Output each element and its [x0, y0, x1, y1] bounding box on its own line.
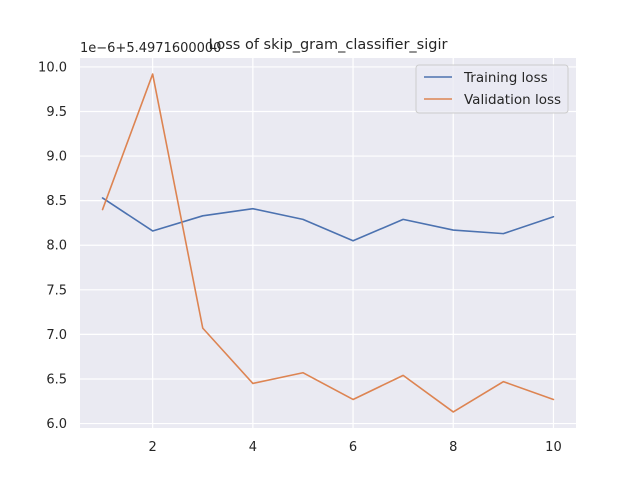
- x-tick-label: 6: [349, 440, 357, 455]
- legend-box: [415, 64, 569, 114]
- x-tick-label: 8: [449, 440, 457, 455]
- x-tick-label: 4: [249, 440, 257, 455]
- y-tick-label: 8.0: [46, 239, 67, 254]
- chart-title: Loss of skip_gram_classifier_sigir: [209, 37, 448, 53]
- x-tick-label: 10: [545, 440, 562, 455]
- y-tick-label: 6.5: [46, 372, 67, 387]
- y-tick-label: 10.0: [38, 60, 67, 75]
- legend: Training loss Validation loss: [415, 64, 569, 114]
- x-tick-label: 2: [149, 440, 157, 455]
- plot-background: [80, 58, 576, 428]
- y-tick-label: 7.0: [46, 328, 67, 343]
- legend-label-validation-loss: Validation loss: [464, 92, 561, 108]
- series-line-training-loss: [101, 197, 555, 242]
- series-line-validation-loss: [101, 73, 555, 413]
- y-tick-labels: 6.0 6.5 7.0 7.5 8.0 8.5 9.0 9.5 10.0: [38, 60, 67, 432]
- series-lines: [101, 73, 555, 413]
- y-axis-offset-label: 1e−6+5.4971600000: [80, 41, 221, 56]
- y-tick-label: 6.0: [46, 417, 67, 432]
- x-tick-labels: 2 4 6 8 10: [149, 440, 562, 455]
- y-tick-label: 9.0: [46, 150, 67, 165]
- grid-lines: [80, 58, 576, 428]
- y-tick-label: 8.5: [46, 194, 67, 209]
- legend-label-training-loss: Training loss: [463, 70, 548, 86]
- y-tick-label: 9.5: [46, 105, 67, 120]
- y-tick-label: 7.5: [46, 283, 67, 298]
